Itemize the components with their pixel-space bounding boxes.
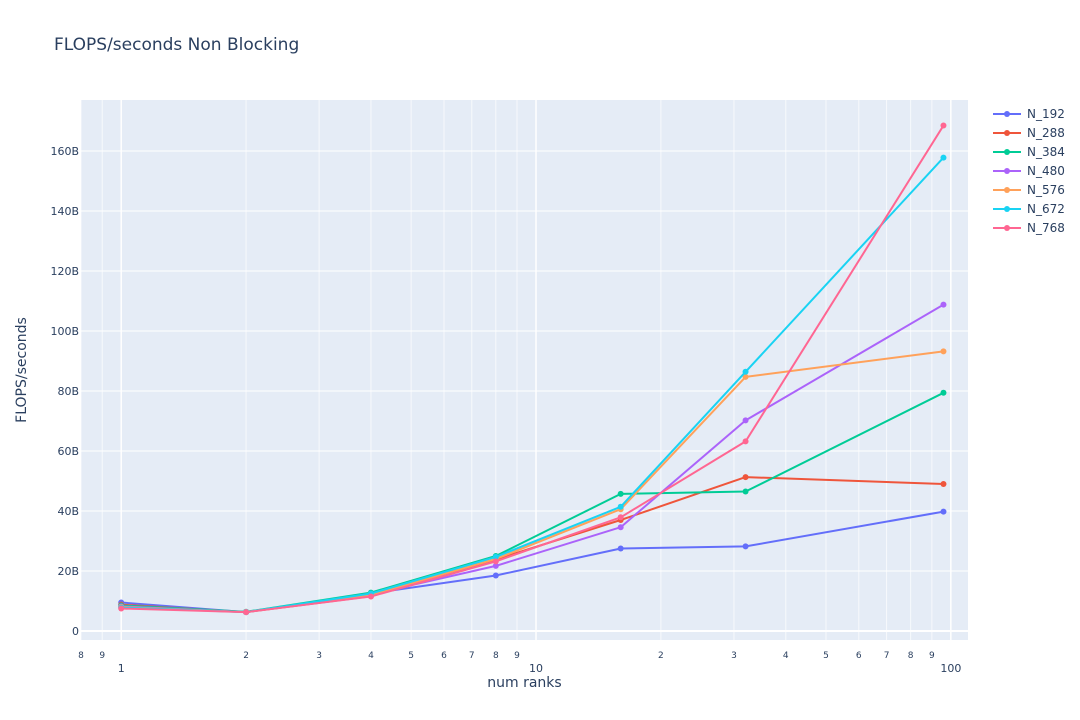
legend-item[interactable]: N_192: [993, 107, 1065, 121]
y-tick-label: 80B: [57, 385, 79, 398]
x-minor-tick-label: 8: [908, 651, 914, 661]
x-minor-tick-label: 2: [243, 651, 249, 661]
legend-label: N_384: [1027, 145, 1065, 159]
x-minor-tick-label: 3: [731, 651, 737, 661]
legend-label: N_576: [1027, 183, 1065, 197]
x-minor-tick-label: 4: [783, 651, 789, 661]
legend-item[interactable]: N_288: [993, 126, 1065, 140]
y-tick-label: 0: [72, 625, 79, 638]
data-point: [940, 481, 947, 487]
legend-marker: [1004, 130, 1010, 136]
x-minor-tick-label: 9: [514, 651, 520, 661]
series-lines: [118, 122, 947, 616]
data-point: [617, 514, 624, 521]
data-point: [742, 474, 749, 481]
legend-item[interactable]: N_384: [993, 145, 1065, 159]
data-point: [617, 545, 624, 552]
data-point: [940, 508, 947, 515]
y-tick-label: 40B: [57, 505, 79, 518]
legend-label: N_480: [1027, 164, 1065, 178]
x-minor-tick-label: 2: [658, 651, 664, 661]
legend-item[interactable]: N_480: [993, 164, 1065, 178]
plot-area: [81, 100, 968, 640]
x-minor-tick-label: 5: [823, 651, 829, 661]
legend-item[interactable]: N_672: [993, 202, 1065, 216]
legend-marker: [1004, 111, 1010, 117]
data-point: [742, 438, 749, 445]
y-axis-title: FLOPS/seconds: [14, 317, 30, 423]
data-point: [492, 558, 499, 565]
series-N_768: [118, 122, 947, 616]
legend-marker: [1004, 149, 1010, 155]
x-minor-tick-label: 4: [368, 651, 374, 661]
x-minor-tick-label: 9: [929, 651, 935, 661]
x-minor-tick-label: 7: [884, 651, 890, 661]
x-major-tick-label: 1: [118, 662, 125, 675]
legend-item[interactable]: N_576: [993, 183, 1065, 197]
x-minor-tick-label: 9: [99, 651, 105, 661]
x-minor-tick-label: 6: [856, 651, 862, 661]
data-point: [617, 524, 624, 531]
legend-label: N_192: [1027, 107, 1065, 121]
legend-item[interactable]: N_768: [993, 221, 1065, 235]
x-major-tick-label: 10: [529, 662, 543, 675]
y-tick-label: 100B: [50, 325, 79, 338]
data-point: [617, 490, 624, 497]
x-minor-tick-label: 8: [493, 651, 499, 661]
chart-title: FLOPS/seconds Non Blocking: [54, 35, 299, 55]
data-point: [492, 553, 499, 560]
legend-marker: [1004, 225, 1010, 231]
legend-marker: [1004, 187, 1010, 193]
data-point: [940, 389, 947, 396]
legend[interactable]: N_192 N_288 N_384 N_480 N_576 N_672 N_768: [993, 107, 1065, 235]
legend-label: N_672: [1027, 202, 1065, 216]
x-minor-tick-label: 6: [441, 651, 447, 661]
x-major-tick-label: 100: [940, 662, 961, 675]
data-point: [742, 488, 749, 495]
data-point: [742, 373, 749, 380]
x-minor-tick-label: 3: [316, 651, 322, 661]
data-point: [742, 417, 749, 424]
data-point: [118, 605, 125, 612]
y-tick-label: 160B: [50, 145, 79, 158]
axes: 0 20B 40B 60B 80B 100B 120B 140B 160B 8 9 2 3 4 5 6 7 8 9 2…: [50, 145, 961, 675]
grid-lines: [80, 100, 968, 640]
data-point: [367, 593, 374, 600]
data-point: [940, 348, 947, 355]
data-point: [243, 609, 250, 616]
x-axis-title: num ranks: [487, 675, 561, 691]
legend-marker: [1004, 168, 1010, 174]
y-tick-label: 60B: [57, 445, 79, 458]
x-minor-tick-label: 8: [78, 651, 84, 661]
legend-marker: [1004, 206, 1010, 212]
data-point: [492, 562, 499, 569]
data-point: [742, 368, 749, 375]
legend-label: N_768: [1027, 221, 1065, 235]
y-tick-label: 20B: [57, 565, 79, 578]
data-point: [940, 301, 947, 308]
data-point: [940, 122, 947, 129]
data-point: [742, 543, 749, 550]
x-minor-tick-label: 7: [469, 651, 475, 661]
y-tick-label: 140B: [50, 205, 79, 218]
x-minor-tick-label: 5: [408, 651, 414, 661]
data-point: [492, 572, 499, 579]
legend-label: N_288: [1027, 126, 1065, 140]
data-point: [940, 154, 947, 161]
data-point: [617, 503, 624, 510]
y-tick-label: 120B: [50, 265, 79, 278]
